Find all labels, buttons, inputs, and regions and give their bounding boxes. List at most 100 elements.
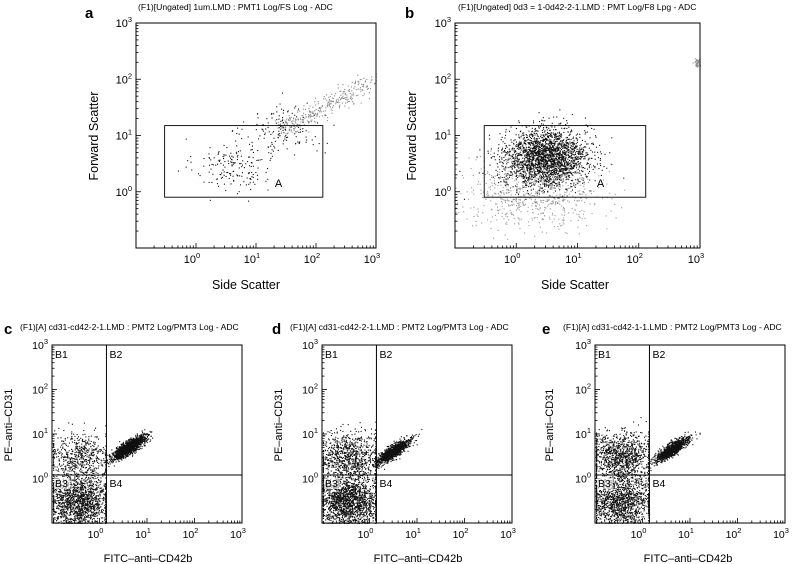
event-point [582, 191, 584, 193]
event-point [491, 182, 493, 184]
event-point [557, 178, 559, 180]
event-point [134, 452, 136, 454]
event-point [550, 203, 552, 205]
event-point [282, 131, 284, 133]
event-point [555, 170, 557, 172]
event-point [563, 168, 565, 170]
event-point [356, 95, 358, 97]
event-point [554, 148, 556, 150]
event-point [549, 155, 551, 157]
event-point [142, 434, 144, 436]
event-point [558, 167, 560, 169]
event-point [267, 146, 269, 148]
event-point [587, 143, 589, 145]
event-point [537, 167, 539, 169]
event-point [578, 152, 580, 154]
event-point [572, 149, 574, 151]
event-point [532, 141, 534, 143]
event-point [575, 143, 577, 145]
event-point [614, 203, 616, 205]
event-point [518, 173, 520, 175]
event-point [559, 177, 561, 179]
event-point [232, 162, 234, 164]
event-point [471, 187, 473, 189]
event-point [579, 153, 581, 155]
event-point [113, 457, 115, 459]
event-point [243, 121, 245, 123]
event-point [548, 144, 550, 146]
event-point [321, 105, 323, 107]
event-point [578, 153, 580, 155]
event-point [238, 133, 240, 135]
event-point [350, 86, 352, 88]
event-point [543, 149, 545, 151]
event-point [578, 162, 580, 164]
event-point [545, 147, 547, 149]
event-point [250, 179, 252, 181]
event-point [562, 198, 564, 200]
event-point [530, 197, 532, 199]
event-point [555, 141, 557, 143]
x-tick-label: 101 [565, 251, 581, 266]
event-point [223, 155, 225, 157]
event-point [144, 436, 146, 438]
event-point [547, 190, 549, 192]
event-point [250, 188, 252, 190]
event-point [475, 224, 477, 226]
event-point [534, 139, 536, 141]
event-point [310, 111, 312, 113]
event-point [554, 169, 556, 171]
event-point [532, 174, 534, 176]
panel-letter: a [85, 5, 94, 22]
event-point [543, 138, 545, 140]
event-point [549, 188, 551, 190]
event-point [545, 167, 547, 169]
event-point [466, 218, 468, 220]
event-point [272, 150, 274, 152]
event-point [547, 161, 549, 163]
event-point [533, 177, 535, 179]
event-point [217, 152, 219, 154]
event-point [143, 438, 145, 440]
event-point [528, 153, 530, 155]
event-point [545, 141, 547, 143]
event-point [137, 445, 139, 447]
event-point [271, 113, 273, 115]
event-point [513, 217, 515, 219]
event-point [535, 180, 537, 182]
event-point [571, 186, 573, 188]
event-point [543, 162, 545, 164]
event-point [506, 166, 508, 168]
event-point [133, 447, 135, 449]
event-point [264, 132, 266, 134]
event-point [539, 171, 541, 173]
event-point [584, 173, 586, 175]
event-point [455, 177, 457, 179]
event-point [544, 131, 546, 133]
event-point [518, 199, 520, 201]
event-point [577, 172, 579, 174]
event-point [546, 154, 548, 156]
event-point [485, 183, 487, 185]
event-point [542, 160, 544, 162]
event-point [577, 151, 579, 153]
event-point [354, 82, 356, 84]
event-point [543, 168, 545, 170]
event-point [509, 174, 511, 176]
event-point [551, 174, 553, 176]
event-point [544, 145, 546, 147]
event-point [551, 161, 553, 163]
event-point [586, 162, 588, 164]
event-point [550, 164, 552, 166]
event-point [537, 142, 539, 144]
event-point [531, 157, 533, 159]
event-point [490, 175, 492, 177]
event-point [283, 132, 285, 134]
event-point [573, 184, 575, 186]
event-point [572, 168, 574, 170]
event-point [543, 161, 545, 163]
event-point [535, 181, 537, 183]
event-point [555, 201, 557, 203]
event-point [112, 460, 114, 462]
event-point [252, 174, 254, 176]
